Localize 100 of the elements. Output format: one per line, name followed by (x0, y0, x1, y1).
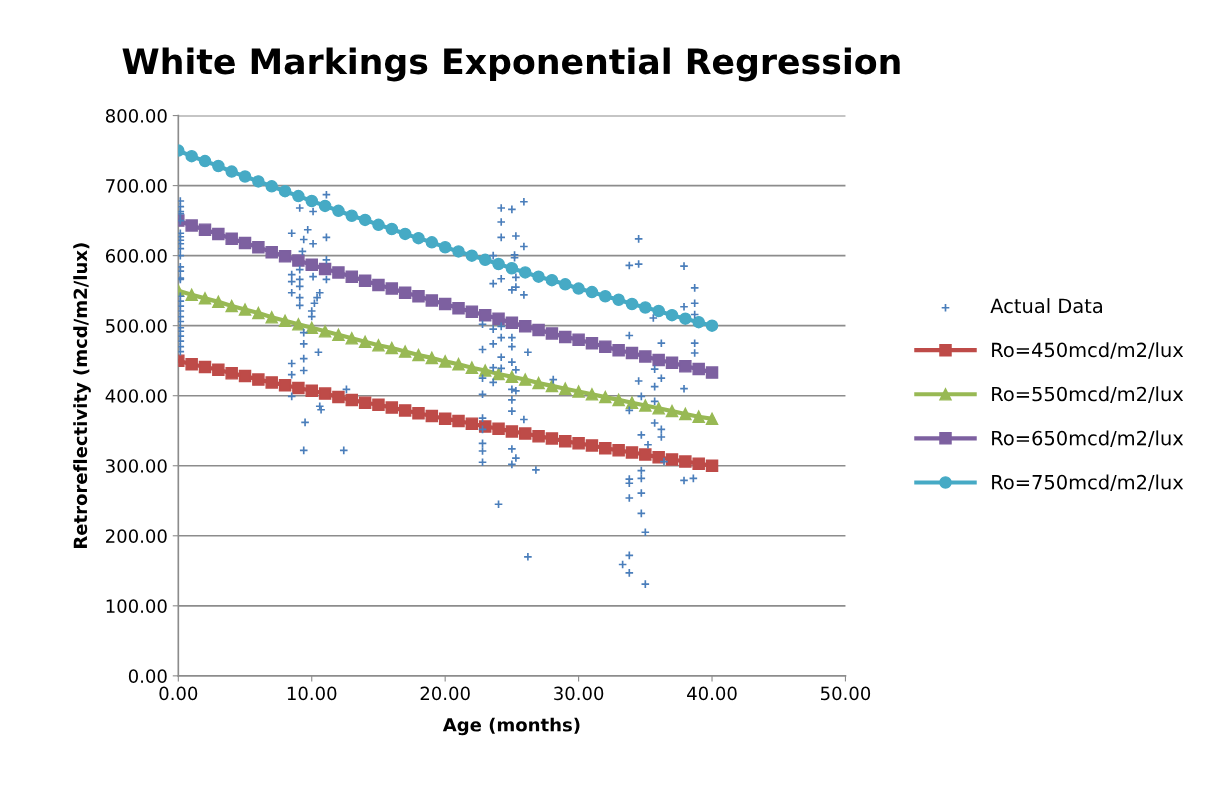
point (198, 360, 212, 374)
point (599, 290, 612, 303)
point (639, 301, 652, 314)
point (665, 308, 679, 322)
point (585, 285, 599, 299)
point (585, 388, 599, 401)
x-axis-title: Age (months) (442, 717, 580, 736)
point (625, 396, 639, 409)
point (532, 270, 545, 283)
point (278, 184, 292, 198)
point (425, 236, 439, 249)
point (265, 245, 278, 259)
point (559, 330, 572, 344)
point (452, 245, 465, 258)
point (452, 414, 465, 428)
point (332, 266, 345, 279)
point (705, 459, 719, 472)
point (238, 236, 252, 250)
point (318, 387, 332, 400)
point (652, 353, 665, 367)
point (372, 339, 385, 352)
point (358, 335, 372, 349)
point (465, 361, 479, 374)
point (505, 425, 519, 438)
point (238, 170, 252, 183)
point (665, 453, 679, 466)
point (652, 451, 665, 464)
point (225, 367, 238, 380)
point (438, 412, 452, 426)
point (639, 350, 652, 363)
point (465, 305, 479, 318)
point (358, 396, 372, 409)
point (292, 189, 305, 203)
point (639, 448, 652, 461)
x-tick-label: 30.00 (554, 686, 604, 701)
point (692, 457, 705, 470)
point (425, 294, 439, 307)
point (398, 345, 412, 358)
point (385, 222, 399, 236)
point (452, 357, 465, 371)
point (212, 295, 225, 309)
y-tick-label: 600.00 (105, 249, 167, 263)
x-tick-label: 0.00 (159, 686, 198, 701)
point (652, 402, 665, 415)
x-tick-label: 10.00 (287, 686, 337, 701)
point (358, 274, 372, 288)
point (665, 404, 679, 418)
point (625, 297, 639, 311)
point (478, 308, 492, 322)
point (545, 273, 559, 287)
point (198, 154, 212, 168)
point (652, 304, 665, 318)
point (225, 165, 238, 178)
point (545, 327, 559, 340)
point (559, 382, 572, 395)
x-tick-label: 20.00 (420, 686, 470, 701)
point (185, 219, 198, 232)
point (212, 227, 225, 241)
point (252, 175, 265, 188)
point (639, 399, 652, 412)
point (318, 262, 332, 276)
point (292, 254, 305, 267)
point (572, 437, 585, 450)
point (252, 373, 265, 386)
point (398, 286, 412, 300)
point (345, 209, 359, 222)
point (385, 282, 399, 295)
point (305, 321, 318, 335)
point (705, 366, 719, 379)
x-tick-label: 50.00 (821, 686, 871, 701)
legend-label: Ro=450mcd/m2/lux (992, 342, 1184, 359)
y-tick-label: 300.00 (106, 459, 167, 473)
point (372, 218, 385, 232)
point (572, 282, 585, 295)
point (345, 332, 359, 345)
point (212, 363, 225, 377)
point (585, 439, 599, 452)
point (332, 204, 345, 218)
point (278, 250, 292, 263)
point (679, 360, 692, 373)
point (305, 384, 318, 398)
point (492, 257, 505, 271)
point (185, 149, 198, 163)
point (599, 441, 612, 455)
point (198, 223, 212, 236)
y-tick-label: 400.00 (105, 389, 167, 403)
point (345, 270, 359, 283)
point (425, 351, 439, 365)
y-tick-label: 200.00 (106, 529, 167, 543)
point (252, 306, 265, 320)
point (265, 180, 278, 193)
point (612, 444, 625, 457)
point (265, 376, 278, 389)
legend-label: Ro=550mcd/m2/lux (992, 386, 1184, 403)
point (225, 299, 238, 313)
point (572, 333, 585, 346)
point (278, 314, 292, 328)
point (372, 398, 385, 412)
point (185, 357, 198, 371)
point (679, 312, 692, 325)
